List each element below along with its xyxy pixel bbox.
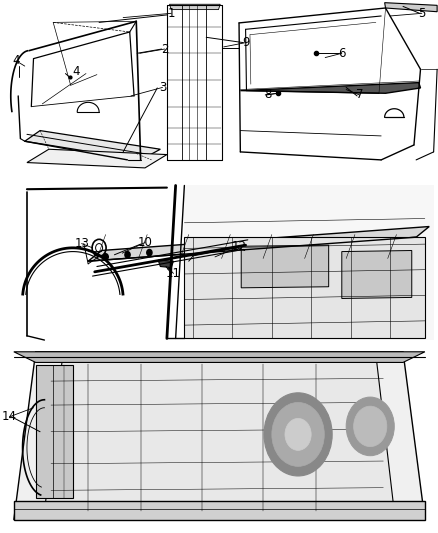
Text: 11: 11 bbox=[166, 267, 181, 280]
Circle shape bbox=[103, 254, 108, 260]
Polygon shape bbox=[241, 245, 328, 288]
Text: 9: 9 bbox=[242, 36, 249, 49]
Polygon shape bbox=[14, 352, 425, 520]
Text: 4: 4 bbox=[72, 66, 80, 78]
Text: 5: 5 bbox=[418, 7, 425, 20]
Text: 3: 3 bbox=[159, 81, 166, 94]
Text: 8: 8 bbox=[264, 88, 271, 101]
Text: 1: 1 bbox=[167, 7, 175, 20]
Circle shape bbox=[147, 249, 152, 256]
Text: 14: 14 bbox=[2, 410, 17, 423]
Polygon shape bbox=[184, 237, 425, 338]
Circle shape bbox=[125, 252, 130, 258]
Polygon shape bbox=[35, 365, 73, 498]
Text: 10: 10 bbox=[138, 236, 152, 249]
Polygon shape bbox=[14, 352, 425, 362]
Polygon shape bbox=[27, 149, 167, 168]
Text: 7: 7 bbox=[356, 88, 363, 101]
Polygon shape bbox=[385, 3, 437, 12]
Text: 6: 6 bbox=[338, 47, 346, 60]
Circle shape bbox=[353, 406, 387, 447]
Polygon shape bbox=[88, 227, 429, 261]
Text: 4: 4 bbox=[12, 54, 20, 67]
Circle shape bbox=[346, 397, 394, 456]
Polygon shape bbox=[170, 4, 220, 10]
Polygon shape bbox=[240, 83, 420, 93]
Polygon shape bbox=[23, 185, 434, 340]
Polygon shape bbox=[25, 131, 160, 160]
Polygon shape bbox=[158, 260, 173, 268]
Polygon shape bbox=[14, 501, 425, 520]
Text: 13: 13 bbox=[74, 237, 89, 250]
Polygon shape bbox=[23, 185, 184, 340]
Circle shape bbox=[285, 418, 311, 450]
Text: 2: 2 bbox=[161, 43, 169, 55]
Circle shape bbox=[264, 393, 332, 476]
Circle shape bbox=[272, 402, 324, 466]
Polygon shape bbox=[44, 362, 394, 512]
Polygon shape bbox=[342, 251, 412, 298]
Text: 12: 12 bbox=[232, 240, 247, 253]
